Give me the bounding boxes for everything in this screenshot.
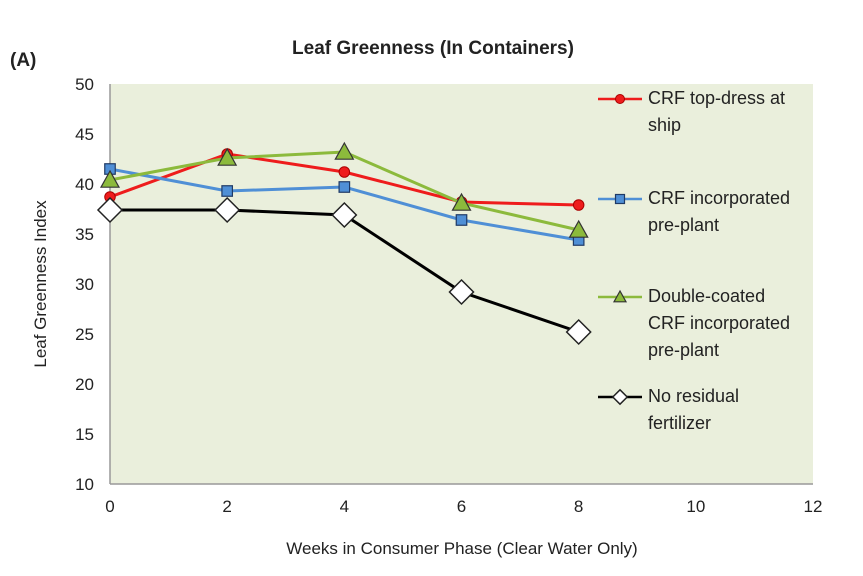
legend-marker — [612, 289, 628, 303]
series-1 — [104, 163, 585, 246]
x-tick-label: 4 — [340, 497, 349, 516]
data-point — [448, 278, 475, 306]
legend-label: CRF incorporated — [648, 188, 790, 208]
legend-marker — [611, 388, 629, 406]
legend-label: pre-plant — [648, 340, 719, 360]
data-point — [331, 201, 358, 229]
y-tick-label: 50 — [75, 75, 94, 94]
chart-title: Leaf Greenness (In Containers) — [292, 38, 574, 59]
data-point — [565, 318, 592, 346]
y-axis-label: Leaf Greenness Index — [31, 200, 50, 368]
legend-label: ship — [648, 115, 681, 135]
legend-label: CRF top-dress at — [648, 88, 785, 108]
legend-item: No residual fertilizer — [598, 386, 739, 433]
data-point — [99, 169, 121, 188]
legend-label: fertilizer — [648, 413, 711, 433]
data-point — [217, 147, 238, 166]
legend-marker — [614, 193, 626, 205]
data-point — [96, 196, 124, 224]
legend-label: Double-coated — [648, 286, 765, 306]
y-tick-label: 40 — [75, 175, 94, 194]
data-point — [214, 196, 241, 224]
series-2 — [99, 141, 589, 238]
x-tick-label: 0 — [105, 497, 114, 516]
x-tick-label: 10 — [686, 497, 705, 516]
y-tick-label: 15 — [75, 425, 94, 444]
y-tick-label: 35 — [75, 225, 94, 244]
legend-label: No residual — [648, 386, 739, 406]
legend-item: Double-coated CRF incorporated pre-plant — [598, 286, 790, 360]
x-axis-label: Weeks in Consumer Phase (Clear Water Onl… — [286, 539, 637, 558]
y-tick-label: 10 — [75, 475, 94, 494]
legend-label: CRF incorporated — [648, 313, 790, 333]
data-point — [455, 214, 468, 226]
x-tick-label: 6 — [457, 497, 466, 516]
data-point — [451, 192, 472, 211]
legend-item: CRF top-dress at ship — [598, 88, 785, 135]
x-tick-label: 8 — [574, 497, 583, 516]
y-tick-label: 20 — [75, 375, 94, 394]
data-point — [568, 219, 589, 238]
x-tick-label: 12 — [804, 497, 823, 516]
panel-label: (A) — [10, 50, 36, 71]
y-tick-label: 45 — [75, 125, 94, 144]
legend-item: CRF incorporated pre-plant — [598, 188, 790, 235]
data-point — [221, 185, 234, 197]
data-point — [572, 199, 585, 211]
data-point — [338, 166, 351, 178]
y-tick-label: 25 — [75, 325, 94, 344]
y-tick-label: 30 — [75, 275, 94, 294]
legend-marker — [615, 94, 625, 104]
series-3 — [96, 196, 592, 346]
x-tick-label: 2 — [222, 497, 231, 516]
data-point — [334, 141, 355, 160]
legend-label: pre-plant — [648, 215, 719, 235]
data-point — [338, 181, 351, 193]
